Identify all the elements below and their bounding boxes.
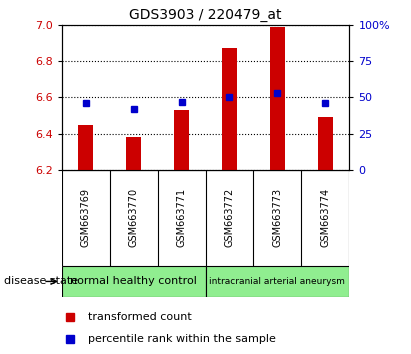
Text: intracranial arterial aneurysm: intracranial arterial aneurysm <box>210 277 345 286</box>
Title: GDS3903 / 220479_at: GDS3903 / 220479_at <box>129 8 282 22</box>
Text: percentile rank within the sample: percentile rank within the sample <box>88 334 275 344</box>
Text: GSM663770: GSM663770 <box>129 188 139 247</box>
Bar <box>62 266 206 297</box>
Text: GSM663772: GSM663772 <box>224 188 234 247</box>
Text: GSM663769: GSM663769 <box>81 188 90 247</box>
Bar <box>79 125 93 170</box>
Text: GSM663774: GSM663774 <box>321 188 330 247</box>
Bar <box>318 117 332 170</box>
Text: GSM663773: GSM663773 <box>272 188 282 247</box>
Text: transformed count: transformed count <box>88 312 191 322</box>
Text: disease state: disease state <box>4 276 78 286</box>
Bar <box>222 48 237 170</box>
Bar <box>206 266 349 297</box>
Bar <box>126 137 141 170</box>
Bar <box>174 110 189 170</box>
Text: normal healthy control: normal healthy control <box>70 276 197 286</box>
Bar <box>270 27 284 170</box>
Text: GSM663771: GSM663771 <box>177 188 187 247</box>
